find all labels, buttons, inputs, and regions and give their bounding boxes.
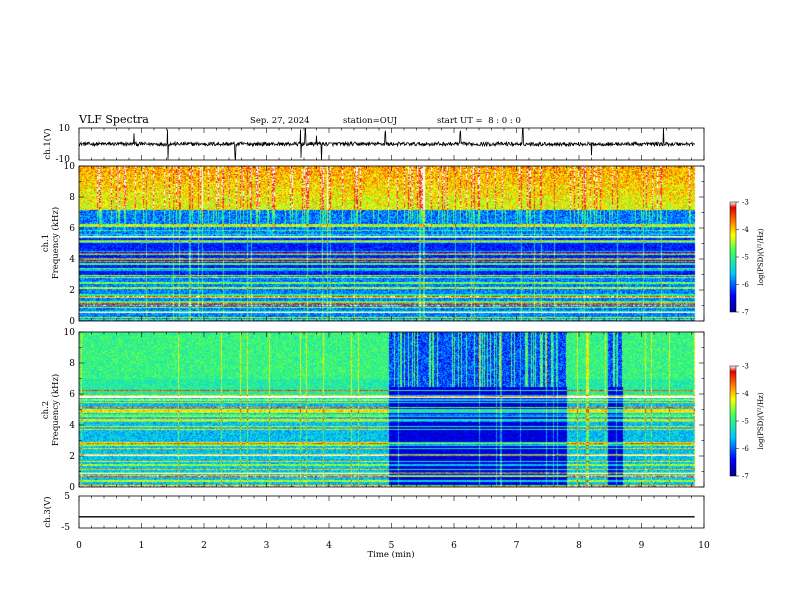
colorbar-tick-label: -6 <box>742 281 749 289</box>
colorbar-tick-label: -6 <box>742 445 749 453</box>
y-tick-label: 6 <box>69 390 75 400</box>
y-tick-label: 10 <box>64 328 76 338</box>
time-axis-tick-labels: 0 1 2 3 4 5 6 7 8 9 10 <box>76 541 710 551</box>
time-tick-label: 2 <box>201 541 207 551</box>
ch3-ytick-top: 5 <box>64 492 70 502</box>
ch1-waveform-panel: 10 -10 ch.1(V) <box>42 124 705 165</box>
time-tick-label: 9 <box>639 541 645 551</box>
y-tick-label: 8 <box>69 193 75 203</box>
ch3-ytick-bottom: -5 <box>61 523 70 533</box>
figure-station: station=OUJ <box>343 116 398 126</box>
time-tick-label: 6 <box>451 541 457 551</box>
colorbar-tick-label: -7 <box>742 309 749 317</box>
ch2-spec-ylabel-freq: Frequency (kHz) <box>50 374 61 446</box>
ch3-waveform-panel: 5 -5 ch.3(V) <box>42 492 705 533</box>
colorbar-tick-label: -5 <box>742 418 749 426</box>
colorbar-tick-label: -3 <box>742 199 749 207</box>
colorbar-tick-label: -3 <box>742 363 749 371</box>
time-axis-label: Time (min) <box>367 549 414 560</box>
y-tick-label: 4 <box>69 255 75 265</box>
time-tick-label: 8 <box>576 541 582 551</box>
figure-start-time: start UT = 8 : 0 : 0 <box>437 116 521 126</box>
y-tick-label: 10 <box>64 162 76 172</box>
ch2-colorbar-ticks: -3 -4 -5 -6 -7 <box>736 363 749 481</box>
time-tick-label: 4 <box>326 541 332 551</box>
colorbar-tick-label: -7 <box>742 473 749 481</box>
ch2-spectrogram-y-ticks: 0 2 4 6 8 10 <box>64 328 704 493</box>
ch1-colorbar-ticks: -3 -4 -5 -6 -7 <box>736 199 749 317</box>
figure-title: VLF Spectra <box>78 113 149 126</box>
ch3-ylabel: ch.3(V) <box>42 496 53 527</box>
time-tick-label: 1 <box>139 541 145 551</box>
ch1-ylabel: ch.1(V) <box>42 128 53 159</box>
time-tick-label: 0 <box>76 541 82 551</box>
ch2-colorbar <box>729 365 737 477</box>
y-tick-label: 2 <box>69 286 75 296</box>
ch2-colorbar-label: log(PSD)(V²/Hz) <box>757 392 765 449</box>
y-tick-label: 0 <box>69 317 75 327</box>
time-tick-label: 7 <box>514 541 520 551</box>
colorbar-tick-label: -4 <box>742 226 749 234</box>
ch1-waveform-trace <box>79 128 695 160</box>
ch1-spec-ylabel-channel: ch.1 <box>41 234 51 252</box>
ch1-spectrogram-y-ticks: 0 2 4 6 8 10 <box>64 162 704 327</box>
ch1-ytick-top: 10 <box>59 124 71 134</box>
ch1-spectrogram-image <box>79 166 704 321</box>
time-tick-label: 3 <box>264 541 270 551</box>
ch2-spectrogram-image <box>79 332 704 487</box>
colorbar-tick-label: -4 <box>742 390 749 398</box>
time-tick-label: 5 <box>389 541 395 551</box>
figure-date: Sep. 27, 2024 <box>250 116 310 126</box>
time-tick-label: 10 <box>698 541 710 551</box>
y-tick-label: 0 <box>69 483 75 493</box>
ch3-waveform-x-ticks <box>78 496 705 528</box>
y-tick-label: 8 <box>69 359 75 369</box>
ch1-colorbar <box>729 201 737 313</box>
y-tick-label: 2 <box>69 452 75 462</box>
ch2-spectrogram-x-ticks <box>78 332 705 487</box>
y-tick-label: 4 <box>69 421 75 431</box>
ch1-spec-ylabel-freq: Frequency (kHz) <box>50 207 61 279</box>
ch1-ytick-bottom: -10 <box>56 155 71 165</box>
y-tick-label: 6 <box>69 224 75 234</box>
colorbar-tick-label: -5 <box>742 254 749 262</box>
ch1-waveform-x-ticks <box>78 128 705 160</box>
ch1-spectrogram-x-ticks <box>78 166 705 321</box>
ch2-spec-ylabel-channel: ch.2 <box>41 401 51 419</box>
ch1-colorbar-label: log(PSD)(V²/Hz) <box>757 228 765 285</box>
